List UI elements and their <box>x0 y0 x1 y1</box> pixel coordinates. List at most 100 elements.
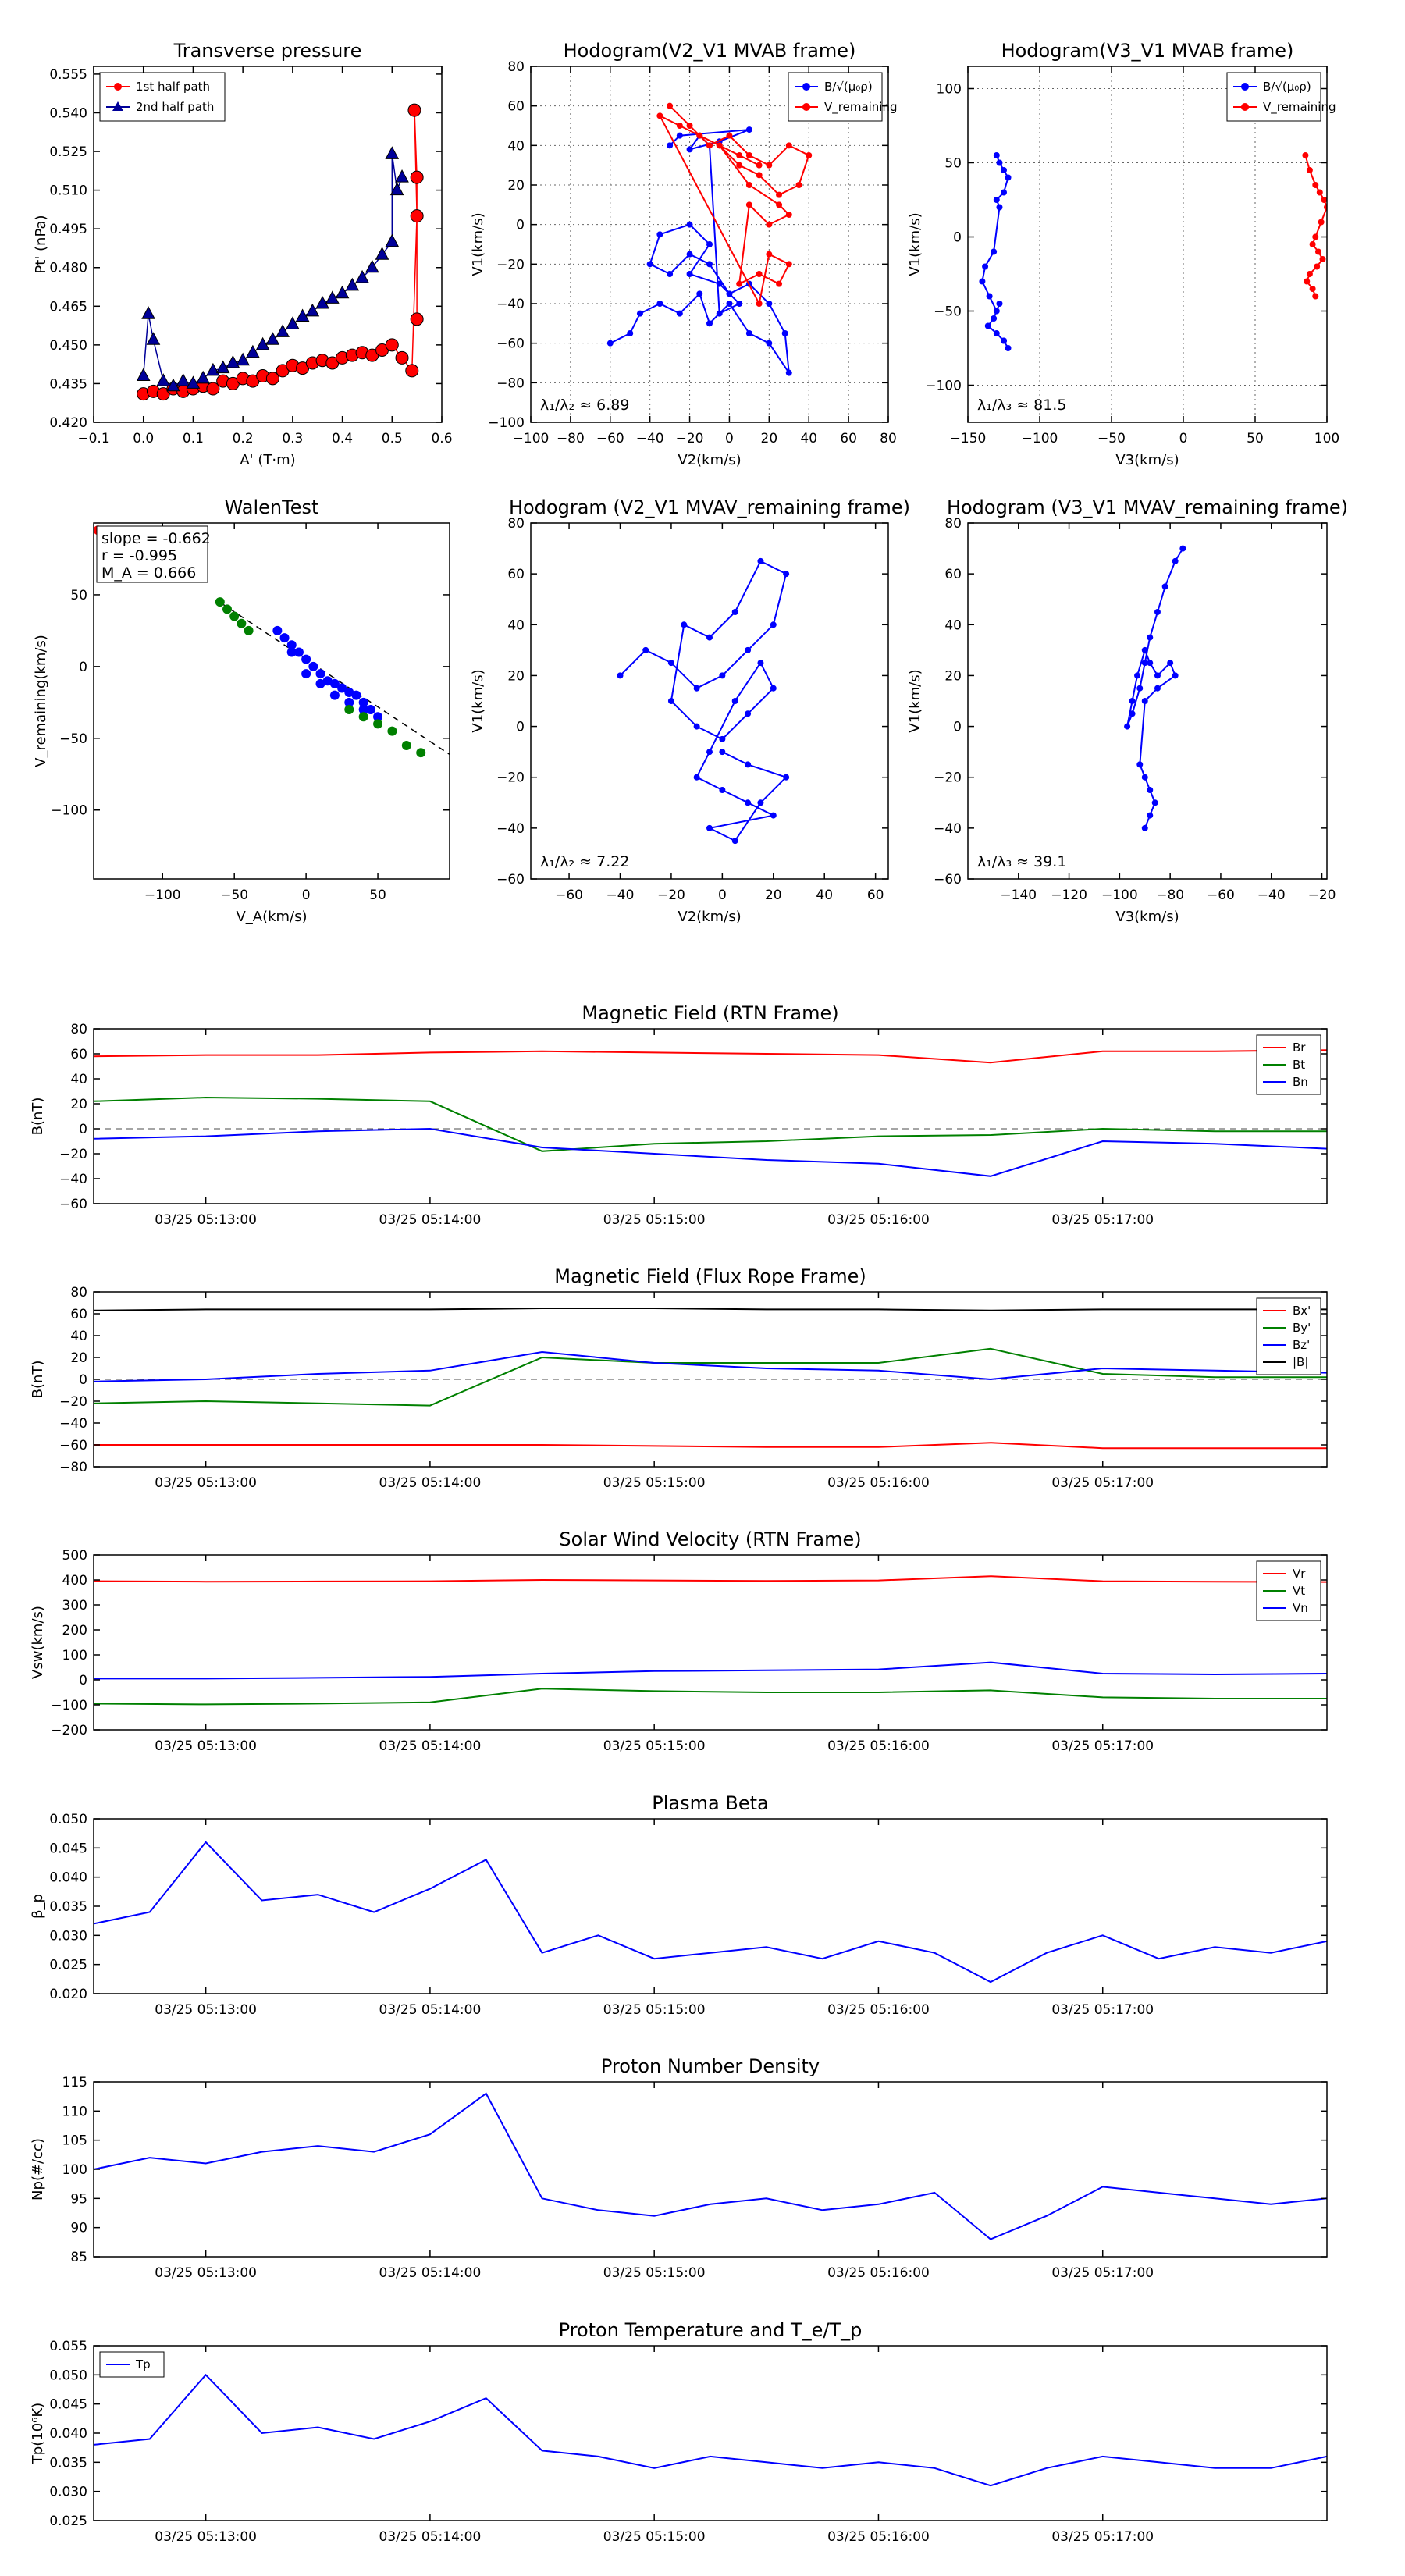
y-tick-label: −20 <box>59 1147 87 1162</box>
data-point <box>1316 189 1323 196</box>
data-point <box>389 182 404 196</box>
data-point <box>736 162 743 169</box>
data-point <box>410 312 424 326</box>
panel-8: 03/25 05:13:00 03/25 05:14:00 03/25 05:15:… <box>30 1528 1328 1754</box>
legend-box <box>788 72 883 122</box>
data-point <box>329 690 340 700</box>
data-point <box>1161 583 1168 590</box>
y-tick-label: 0 <box>516 720 525 735</box>
y-tick-label: 40 <box>70 1072 87 1087</box>
data-point <box>757 799 764 806</box>
data-point <box>1314 263 1321 270</box>
data-point <box>385 233 400 247</box>
y-tick-label: −100 <box>925 379 962 394</box>
chart-title: WalenTest <box>225 496 319 518</box>
legend-label: Br <box>1293 1041 1306 1055</box>
y-tick-label: 0.035 <box>49 1899 87 1915</box>
data-point <box>1136 685 1144 692</box>
y-tick-label: −80 <box>59 1460 87 1475</box>
data-point <box>745 799 752 806</box>
data-point <box>1001 189 1007 196</box>
data-point <box>345 277 360 291</box>
data-point <box>726 290 733 297</box>
data-point <box>410 170 424 184</box>
chart-title: Hodogram (V3_V1 MVAV_remaining frame) <box>947 496 1348 518</box>
data-point <box>1001 337 1007 344</box>
data-point <box>1324 204 1327 211</box>
x-tick-label: 03/25 05:17:00 <box>1051 1738 1154 1754</box>
x-tick-label: 0.6 <box>431 431 452 447</box>
data-point <box>337 683 347 693</box>
data-point <box>395 169 409 183</box>
data-point <box>407 103 422 117</box>
series-β_p <box>94 1841 1327 1984</box>
legend: 1st half path 2nd half path <box>99 72 226 122</box>
y-tick-label: 0.055 <box>49 2339 87 2354</box>
data-point <box>719 749 726 756</box>
x-tick-label: 50 <box>1247 431 1264 447</box>
chart-title: Hodogram (V2_V1 MVAV_remaining frame) <box>509 496 910 518</box>
x-tick-label: 03/25 05:17:00 <box>1051 1475 1154 1491</box>
data-point <box>745 182 752 188</box>
data-point <box>745 201 752 208</box>
y-tick-label: 0.495 <box>49 222 87 237</box>
x-tick-label: −100 <box>1101 888 1138 903</box>
x-axis-label: V2(km/s) <box>678 909 741 925</box>
data-point <box>993 308 1000 315</box>
data-point <box>667 102 674 109</box>
data-point <box>696 132 703 139</box>
x-tick-label: 50 <box>369 888 386 903</box>
series-line <box>94 1049 1327 1064</box>
y-tick-label: 95 <box>70 2191 87 2207</box>
data-point <box>325 290 340 304</box>
data-point <box>686 221 693 228</box>
series-line <box>94 2092 1327 2240</box>
legend-label: Bz' <box>1293 1338 1310 1352</box>
panel-2: −150 −100 −50 0 50 100 −100 −50 0 50 100 Hodogram(V… <box>907 40 1339 468</box>
data-point <box>766 162 773 169</box>
data-point <box>226 354 240 368</box>
annotation-text: λ₁/λ₂ ≈ 7.22 <box>540 853 629 870</box>
legend-marker <box>114 83 122 91</box>
panel-7: 03/25 05:13:00 03/25 05:14:00 03/25 05:15:… <box>30 1265 1328 1491</box>
annotation-text: λ₁/λ₃ ≈ 39.1 <box>977 853 1066 870</box>
data-point <box>401 741 411 750</box>
data-point <box>716 280 723 287</box>
series-line <box>94 1661 1327 1680</box>
data-point <box>255 336 270 350</box>
y-tick-label: 20 <box>70 1097 87 1112</box>
annotation-text: slope = -0.662 <box>101 530 211 547</box>
series-line <box>94 1096 1327 1152</box>
axes-frame <box>530 66 889 423</box>
y-tick-label: 85 <box>70 2250 87 2265</box>
data-point <box>375 247 389 260</box>
y-tick-label: −20 <box>496 770 525 786</box>
data-point <box>1147 787 1154 793</box>
data-point <box>783 774 790 781</box>
chart-title: Transverse pressure <box>173 40 362 62</box>
y-tick-label: 110 <box>62 2104 87 2119</box>
data-point <box>656 112 663 119</box>
series-line <box>619 560 788 842</box>
data-point <box>322 676 333 686</box>
chart-title: Magnetic Field (RTN Frame) <box>582 1002 838 1024</box>
data-point <box>1005 345 1012 351</box>
y-tick-label: 80 <box>507 59 525 75</box>
data-point <box>770 621 777 628</box>
data-point <box>1304 278 1311 285</box>
y-tick-label: −60 <box>59 1197 87 1212</box>
legend-label: Vr <box>1293 1567 1306 1581</box>
data-point <box>745 646 752 653</box>
data-point <box>358 705 368 715</box>
series-line <box>658 105 810 306</box>
y-axis-label: B(nT) <box>30 1361 46 1399</box>
x-tick-label: 60 <box>840 431 857 447</box>
axes-frame <box>530 522 889 880</box>
x-tick-label: 0 <box>1179 431 1188 447</box>
series-Bt <box>94 1096 1327 1152</box>
data-point <box>1147 660 1154 667</box>
series-blue <box>272 625 383 722</box>
data-point <box>301 669 311 679</box>
x-tick-label: 03/25 05:14:00 <box>379 2529 482 2545</box>
